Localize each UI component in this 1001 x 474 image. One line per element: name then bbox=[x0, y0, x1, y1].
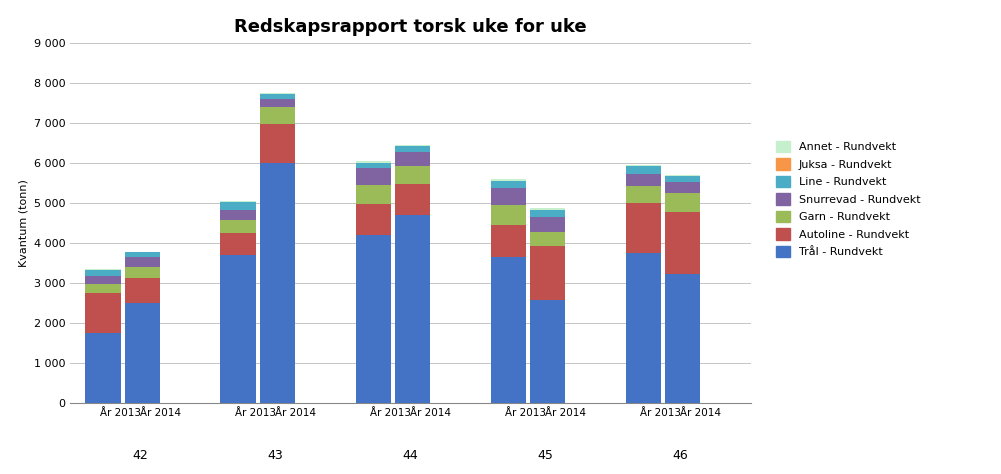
Bar bbox=[355, 161, 390, 163]
Bar bbox=[220, 210, 255, 219]
Bar bbox=[125, 267, 160, 278]
Bar bbox=[355, 185, 390, 204]
Text: 43: 43 bbox=[267, 449, 283, 462]
Bar bbox=[260, 124, 295, 163]
Bar bbox=[85, 293, 120, 333]
Text: 44: 44 bbox=[402, 449, 418, 462]
Bar bbox=[220, 233, 255, 255]
Bar bbox=[490, 181, 526, 188]
Bar bbox=[355, 235, 390, 403]
Bar bbox=[220, 255, 255, 403]
Bar bbox=[355, 204, 390, 235]
Bar bbox=[626, 253, 661, 403]
Bar bbox=[85, 269, 120, 270]
Bar bbox=[220, 202, 255, 210]
Text: 45: 45 bbox=[538, 449, 554, 462]
Title: Redskapsrapport torsk uke for uke: Redskapsrapport torsk uke for uke bbox=[234, 18, 587, 36]
Bar bbox=[85, 333, 120, 403]
Bar bbox=[665, 175, 701, 182]
Bar bbox=[125, 278, 160, 303]
Bar bbox=[220, 219, 255, 233]
Bar bbox=[85, 283, 120, 293]
Bar bbox=[395, 184, 430, 215]
Bar bbox=[626, 185, 661, 203]
Bar bbox=[531, 301, 566, 403]
Bar bbox=[260, 99, 295, 107]
Text: 42: 42 bbox=[132, 449, 148, 462]
Bar bbox=[531, 246, 566, 301]
Bar bbox=[531, 232, 566, 246]
Legend: Annet - Rundvekt, Juksa - Rundvekt, Line - Rundvekt, Snurrevad - Rundvekt, Garn : Annet - Rundvekt, Juksa - Rundvekt, Line… bbox=[777, 141, 920, 257]
Bar bbox=[395, 145, 430, 146]
Bar bbox=[531, 210, 566, 217]
Bar bbox=[665, 193, 701, 212]
Bar bbox=[260, 163, 295, 403]
Bar bbox=[490, 225, 526, 257]
Bar bbox=[490, 205, 526, 225]
Bar bbox=[395, 152, 430, 166]
Bar bbox=[355, 168, 390, 185]
Bar bbox=[395, 215, 430, 403]
Bar bbox=[490, 179, 526, 181]
Bar bbox=[531, 208, 566, 210]
Bar bbox=[260, 93, 295, 94]
Bar bbox=[355, 163, 390, 168]
Bar bbox=[260, 94, 295, 99]
Bar bbox=[665, 182, 701, 193]
Bar bbox=[665, 174, 701, 175]
Bar bbox=[626, 165, 661, 166]
Bar bbox=[220, 201, 255, 202]
Bar bbox=[665, 212, 701, 273]
Bar bbox=[665, 273, 701, 403]
Bar bbox=[395, 146, 430, 152]
Bar bbox=[125, 257, 160, 267]
Bar bbox=[395, 166, 430, 184]
Bar bbox=[490, 188, 526, 205]
Bar bbox=[260, 107, 295, 124]
Bar bbox=[490, 257, 526, 403]
Bar bbox=[85, 275, 120, 283]
Y-axis label: Kvantum (tonn): Kvantum (tonn) bbox=[18, 179, 28, 267]
Bar bbox=[125, 303, 160, 403]
Bar bbox=[85, 270, 120, 275]
Bar bbox=[125, 252, 160, 257]
Bar bbox=[531, 217, 566, 232]
Text: 46: 46 bbox=[673, 449, 689, 462]
Bar bbox=[626, 166, 661, 174]
Bar bbox=[626, 203, 661, 253]
Bar bbox=[626, 174, 661, 185]
